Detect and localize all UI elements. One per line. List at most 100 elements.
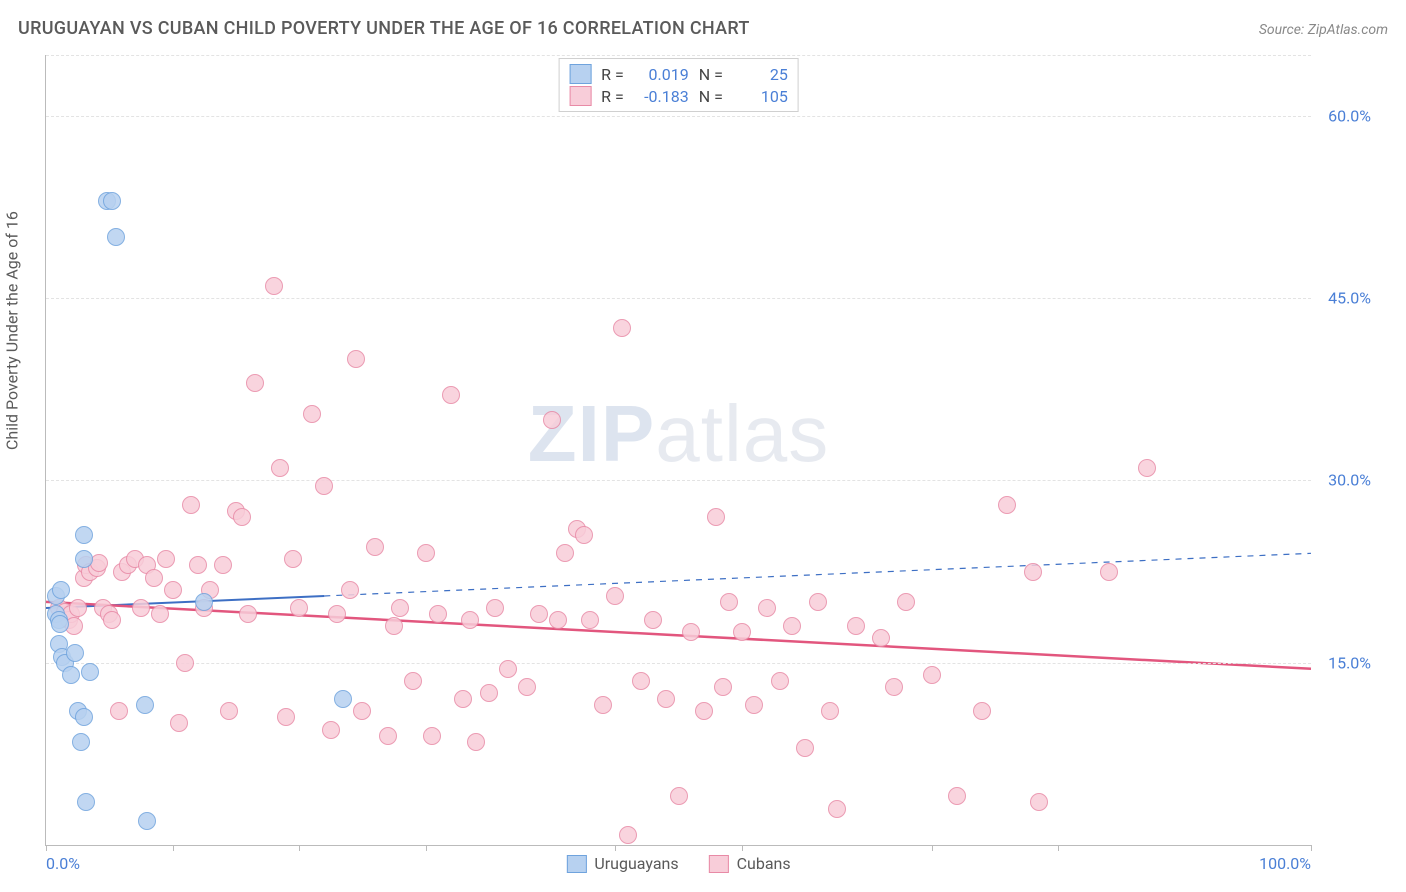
trend-line-solid	[46, 602, 1311, 669]
legend: Uruguayans Cubans	[566, 854, 790, 873]
data-point	[796, 739, 814, 757]
data-point	[170, 714, 188, 732]
data-point	[1138, 459, 1156, 477]
stats-n-value: 25	[733, 65, 788, 84]
data-point	[110, 702, 128, 720]
y-tick-label: 30.0%	[1328, 471, 1371, 490]
data-point	[581, 611, 599, 629]
data-point	[75, 526, 93, 544]
data-point	[745, 696, 763, 714]
data-point	[72, 733, 90, 751]
data-point	[461, 611, 479, 629]
data-point	[771, 672, 789, 690]
watermark: ZIPatlas	[528, 388, 829, 480]
data-point	[81, 663, 99, 681]
x-tick	[1058, 845, 1059, 851]
data-point	[265, 277, 283, 295]
data-point	[322, 721, 340, 739]
data-point	[75, 708, 93, 726]
data-point	[923, 666, 941, 684]
data-point	[353, 702, 371, 720]
data-point	[62, 666, 80, 684]
data-point	[195, 593, 213, 611]
data-point	[486, 599, 504, 617]
data-point	[334, 690, 352, 708]
stats-swatch	[569, 64, 591, 84]
title-bar: URUGUAYAN VS CUBAN CHILD POVERTY UNDER T…	[18, 18, 1388, 39]
data-point	[77, 793, 95, 811]
data-point	[164, 581, 182, 599]
data-point	[480, 684, 498, 702]
data-point	[379, 727, 397, 745]
data-point	[136, 696, 154, 714]
data-point	[132, 599, 150, 617]
data-point	[530, 605, 548, 623]
data-point	[277, 708, 295, 726]
data-point	[328, 605, 346, 623]
data-point	[271, 459, 289, 477]
data-point	[758, 599, 776, 617]
data-point	[138, 812, 156, 830]
data-point	[385, 617, 403, 635]
gridline	[46, 480, 1311, 481]
data-point	[366, 538, 384, 556]
data-point	[518, 678, 536, 696]
data-point	[239, 605, 257, 623]
x-tick-label: 100.0%	[1259, 854, 1311, 873]
data-point	[828, 800, 846, 818]
stats-n-label: N =	[699, 87, 723, 106]
y-tick-label: 15.0%	[1328, 653, 1371, 672]
data-point	[1100, 563, 1118, 581]
source-label: Source: ZipAtlas.com	[1259, 22, 1388, 38]
data-point	[423, 727, 441, 745]
stats-r-label: R =	[601, 65, 624, 84]
data-point	[290, 599, 308, 617]
data-point	[220, 702, 238, 720]
data-point	[783, 617, 801, 635]
data-point	[182, 496, 200, 514]
gridline	[46, 116, 1311, 117]
legend-label: Cubans	[737, 854, 791, 873]
chart-title: URUGUAYAN VS CUBAN CHILD POVERTY UNDER T…	[18, 18, 750, 39]
data-point	[872, 629, 890, 647]
stats-n-value: 105	[733, 87, 788, 106]
correlation-stats-box: R =0.019N =25R =-0.183N =105	[558, 58, 799, 112]
data-point	[157, 550, 175, 568]
data-point	[682, 623, 700, 641]
legend-item: Cubans	[709, 854, 791, 873]
data-point	[315, 477, 333, 495]
x-tick	[615, 845, 616, 851]
data-point	[52, 581, 70, 599]
data-point	[613, 319, 631, 337]
data-point	[543, 411, 561, 429]
data-point	[303, 405, 321, 423]
data-point	[429, 605, 447, 623]
data-point	[657, 690, 675, 708]
data-point	[594, 696, 612, 714]
stats-row: R =-0.183N =105	[569, 85, 788, 107]
data-point	[606, 587, 624, 605]
plot-area: ZIPatlas R =0.019N =25R =-0.183N =105 Ur…	[45, 55, 1311, 846]
data-point	[284, 550, 302, 568]
data-point	[107, 228, 125, 246]
data-point	[885, 678, 903, 696]
data-point	[973, 702, 991, 720]
x-tick-label: 0.0%	[46, 854, 80, 873]
data-point	[341, 581, 359, 599]
legend-label: Uruguayans	[594, 854, 678, 873]
data-point	[214, 556, 232, 574]
data-point	[499, 660, 517, 678]
data-point	[391, 599, 409, 617]
x-tick	[742, 845, 743, 851]
gridline	[46, 663, 1311, 664]
data-point	[467, 733, 485, 751]
data-point	[897, 593, 915, 611]
trend-lines	[46, 55, 1311, 845]
data-point	[644, 611, 662, 629]
data-point	[454, 690, 472, 708]
data-point	[404, 672, 422, 690]
data-point	[1030, 793, 1048, 811]
data-point	[809, 593, 827, 611]
x-tick	[426, 845, 427, 851]
trend-line-dashed	[324, 553, 1311, 596]
